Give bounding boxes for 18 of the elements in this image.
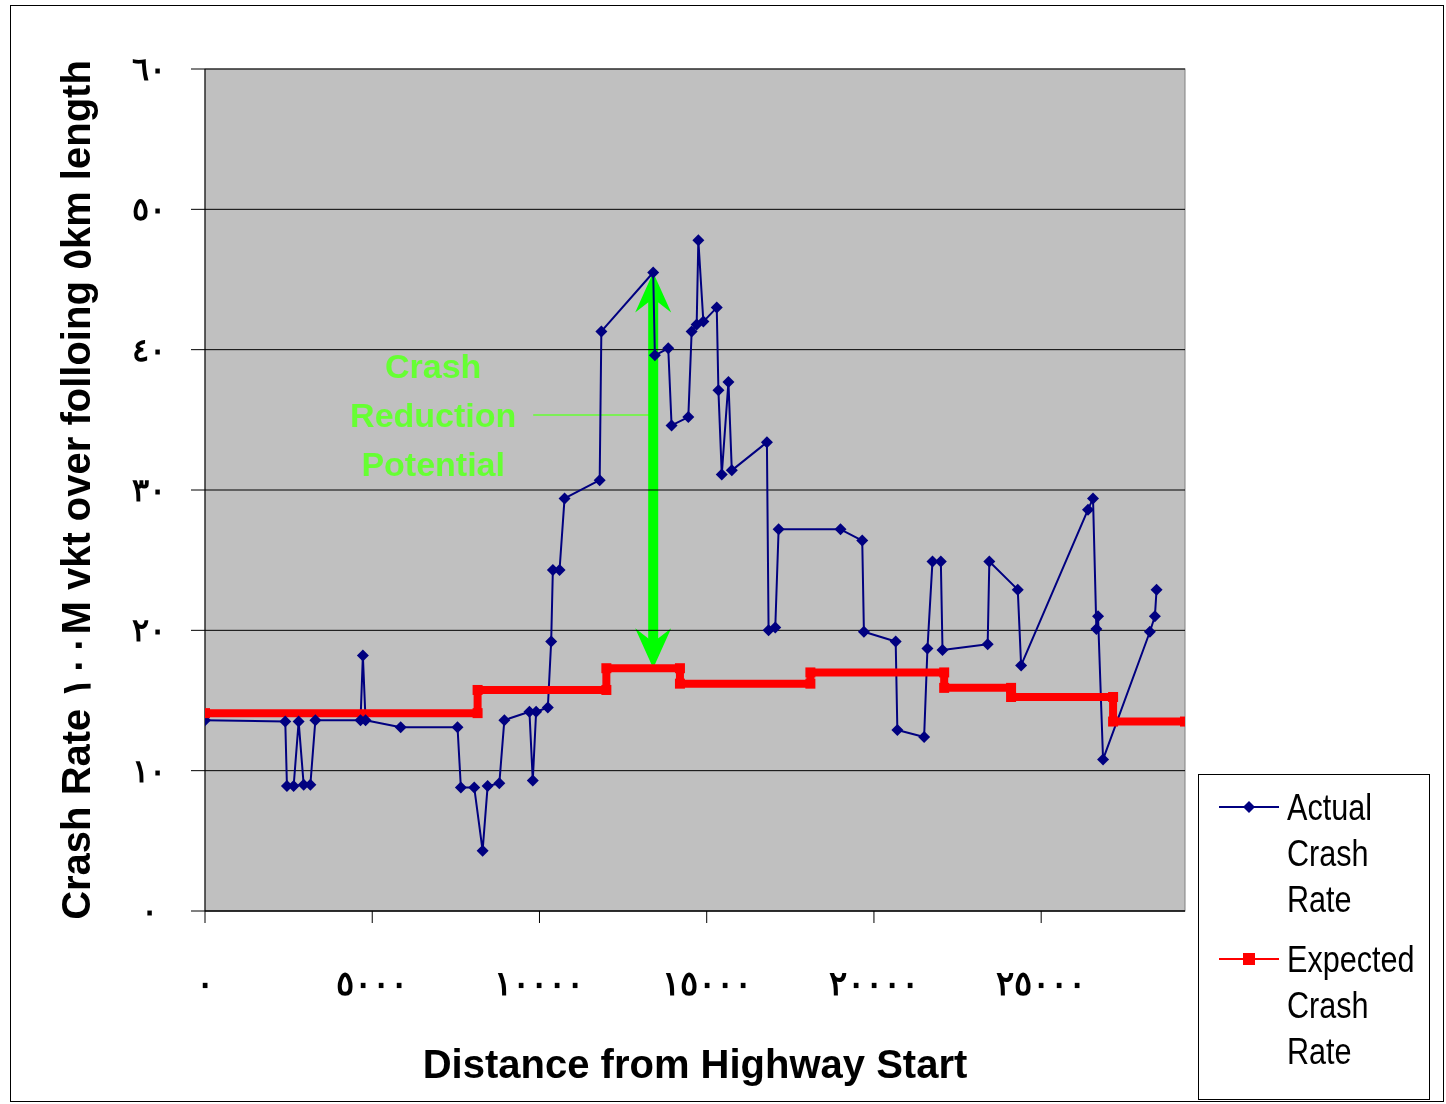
y-tick-label: ٣٠ [132, 472, 166, 508]
x-tick-label: ٢٠٠٠٠ [828, 964, 919, 1002]
x-tick-label: ٠ [196, 964, 214, 1002]
legend-label: Actual Crash Rate [1287, 786, 1374, 922]
x-tick-label: ٥٠٠٠ [336, 964, 409, 1002]
y-tick-label: ٦٠ [132, 51, 166, 87]
x-axis-title: Distance from Highway Start [422, 1042, 968, 1086]
x-tick-label: ١٥٠٠٠ [661, 964, 752, 1002]
y-tick-label: ٠ [140, 893, 158, 929]
y-tick-label: ١٠ [132, 752, 166, 789]
x-tick-label: ١٠٠٠٠ [494, 964, 585, 1002]
y-tick-label: ٤٠ [132, 331, 166, 368]
legend-label: Expected Crash Rate [1287, 938, 1415, 1074]
annotation: Crash Reduction Potential [350, 346, 517, 483]
y-axis-title: Crash Rate ١٠٠M vkt over folloing ٥km length [54, 60, 98, 920]
x-tick-label: ٢٥٠٠٠ [996, 964, 1087, 1002]
y-tick-label: ٥٠ [132, 191, 166, 228]
y-tick-label: ٢٠ [132, 612, 166, 649]
